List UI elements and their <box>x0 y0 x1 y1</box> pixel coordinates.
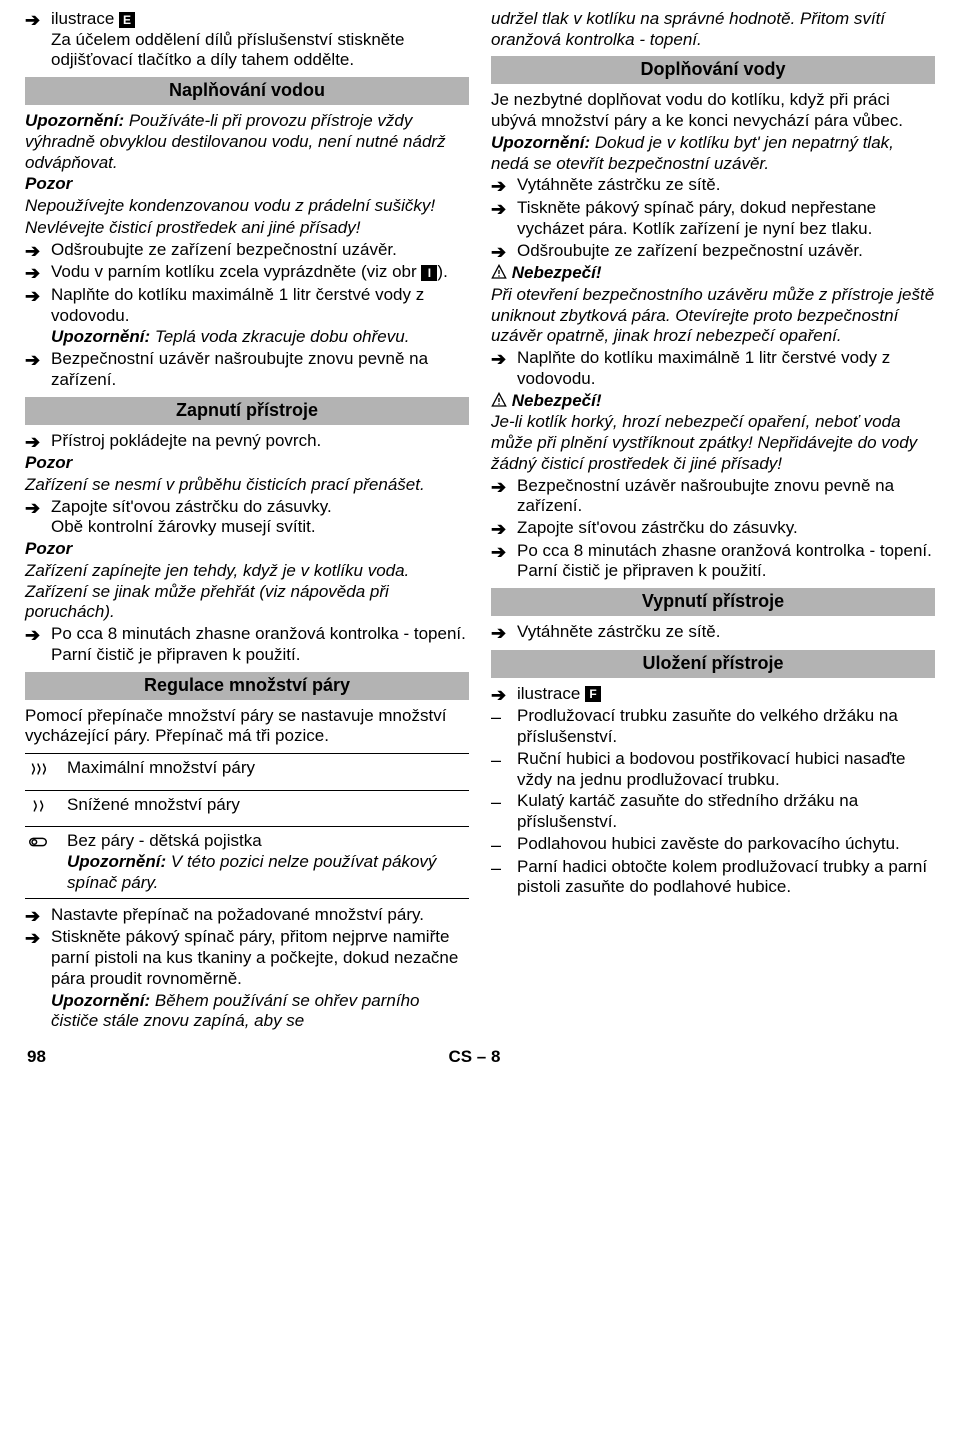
section-regulace: Regulace množství páry <box>25 672 469 700</box>
list-item: ➔Naplňte do kotlíku maximálně 1 litr čer… <box>491 348 935 389</box>
nebezpeci2-text: Je-li kotlík horký, hrozí nebezpečí opař… <box>491 412 935 474</box>
list-item: ➔Stiskněte pákový spínač páry, přitom ne… <box>25 927 469 989</box>
list-item: ➔Tiskněte pákový spínač páry, dokud nepř… <box>491 198 935 239</box>
steam-none-icon <box>25 831 63 893</box>
list-item: –Ruční hubici a bodovou postřikovací hub… <box>491 749 935 790</box>
dash-icon: – <box>491 749 517 790</box>
page-number-right: CS – 8 <box>448 1047 500 1068</box>
list-item: ➔Přístroj pokládejte na pevný povrch. <box>25 431 469 453</box>
pozor1-line1: Nepoužívejte kondenzovanou vodu z prádel… <box>25 196 469 217</box>
nebezpeci1-text: Při otevření bezpečnostního uzávěru může… <box>491 285 935 347</box>
list-item: ➔Bezpečnostní uzávěr našroubujte znovu p… <box>491 476 935 517</box>
list-item: ➔Zapojte sít'ovou zástrčku do zásuvky.Ob… <box>25 497 469 538</box>
steam-max-icon <box>25 758 63 786</box>
badge-f: F <box>585 686 601 702</box>
top-continued: udržel tlak v kotlíku na správné hodnotě… <box>491 9 935 50</box>
f2: Upozornění: Dokud je v kotlíku byt' jen … <box>491 133 935 174</box>
arrow-icon: ➔ <box>25 262 51 284</box>
nebezpeci1: Nebezpečí! <box>491 263 935 284</box>
f1: Je nezbytné doplňovat vodu do kotlíku, k… <box>491 90 935 131</box>
arrow-icon: ➔ <box>25 497 51 538</box>
arrow-icon: ➔ <box>491 541 517 582</box>
arrow-icon: ➔ <box>491 684 517 706</box>
warn-b3: Upozornění: Teplá voda zkracuje dobu ohř… <box>25 327 469 348</box>
list-item: ➔Nastavte přepínač na požadované množstv… <box>25 905 469 927</box>
list-item: –Prodlužovací trubku zasuňte do velkého … <box>491 706 935 747</box>
pozor3-text: Zařízení zapínejte jen tehdy, když je v … <box>25 561 469 623</box>
nebezpeci2: Nebezpečí! <box>491 391 935 412</box>
section-vypnuti: Vypnutí přístroje <box>491 588 935 616</box>
arrow-icon: ➔ <box>491 348 517 389</box>
arrow-icon: ➔ <box>25 9 51 71</box>
arrow-icon: ➔ <box>491 241 517 263</box>
pozor2: Pozor <box>25 453 469 474</box>
illustration-item-f: ➔ilustrace F <box>491 684 935 706</box>
warning-icon <box>491 391 507 410</box>
warn1: Upozornění: Používáte-li při provozu pří… <box>25 111 469 173</box>
arrow-icon: ➔ <box>491 622 517 644</box>
left-column: ➔ ilustrace E Za účelem oddělení dílů př… <box>25 8 469 1033</box>
arrow-icon: ➔ <box>491 476 517 517</box>
arrow-icon: ➔ <box>25 431 51 453</box>
page-footer: 98 CS – 8 <box>25 1047 935 1068</box>
dash-icon: – <box>491 857 517 898</box>
warning-icon <box>491 263 507 282</box>
steam-row-none: Bez páry - dětská pojistka Upozornění: V… <box>25 826 469 898</box>
dash-icon: – <box>491 791 517 832</box>
list-item: ➔Vytáhněte zástrčku ze sítě. <box>491 175 935 197</box>
right-column: udržel tlak v kotlíku na správné hodnotě… <box>491 8 935 1033</box>
warn-e3: Upozornění: Během používání se ohřev par… <box>25 991 469 1032</box>
dash-icon: – <box>491 706 517 747</box>
arrow-icon: ➔ <box>25 927 51 989</box>
arrow-icon: ➔ <box>25 624 51 665</box>
list-item: ➔Naplňte do kotlíku maximálně 1 litr čer… <box>25 285 469 326</box>
steam-row-reduced: Snížené množství páry <box>25 790 469 827</box>
section-naplnovani: Naplňování vodou <box>25 77 469 105</box>
list-item: ➔Po cca 8 minutách zhasne oranžová kontr… <box>491 541 935 582</box>
list-item: ➔Po cca 8 minutách zhasne oranžová kontr… <box>25 624 469 665</box>
list-item: ➔Vodu v parním kotlíku zcela vyprázdněte… <box>25 262 469 284</box>
arrow-icon: ➔ <box>491 518 517 540</box>
list-item: –Kulatý kartáč zasuňte do středního držá… <box>491 791 935 832</box>
arrow-icon: ➔ <box>25 905 51 927</box>
list-item: ➔Odšroubujte ze zařízení bezpečnostní uz… <box>491 241 935 263</box>
illustration-item: ➔ ilustrace E Za účelem oddělení dílů př… <box>25 9 469 71</box>
illustration-text: Za účelem oddělení dílů příslušenství st… <box>51 30 404 70</box>
pozor1-line2: Nevlévejte čisticí prostředek ani jiné p… <box>25 218 469 239</box>
section-ulozeni: Uložení přístroje <box>491 650 935 678</box>
reg-intro: Pomocí přepínače množství páry se nastav… <box>25 706 469 747</box>
illustration-label: ilustrace <box>51 9 114 28</box>
badge-e: E <box>119 12 135 28</box>
pozor1: Pozor <box>25 174 469 195</box>
arrow-icon: ➔ <box>491 175 517 197</box>
section-doplnovani: Doplňování vody <box>491 56 935 84</box>
dash-icon: – <box>491 834 517 856</box>
arrow-icon: ➔ <box>25 285 51 326</box>
list-item: –Parní hadici obtočte kolem prodlužovací… <box>491 857 935 898</box>
list-item: ➔Zapojte sít'ovou zástrčku do zásuvky. <box>491 518 935 540</box>
steam-reduced-icon <box>25 795 63 823</box>
steam-row-max: Maximální množství páry <box>25 753 469 790</box>
list-item: –Podlahovou hubici zavěste do parkovacíh… <box>491 834 935 856</box>
arrow-icon: ➔ <box>25 349 51 390</box>
list-item: ➔Odšroubujte ze zařízení bezpečnostní uz… <box>25 240 469 262</box>
pozor3: Pozor <box>25 539 469 560</box>
arrow-icon: ➔ <box>25 240 51 262</box>
page-number-left: 98 <box>27 1047 46 1068</box>
section-zapnuti: Zapnutí přístroje <box>25 397 469 425</box>
arrow-icon: ➔ <box>491 198 517 239</box>
badge-i: I <box>421 265 437 281</box>
list-item: ➔Bezpečnostní uzávěr našroubujte znovu p… <box>25 349 469 390</box>
pozor2-text: Zařízení se nesmí v průběhu čisticích pr… <box>25 475 469 496</box>
list-item: ➔Vytáhněte zástrčku ze sítě. <box>491 622 935 644</box>
